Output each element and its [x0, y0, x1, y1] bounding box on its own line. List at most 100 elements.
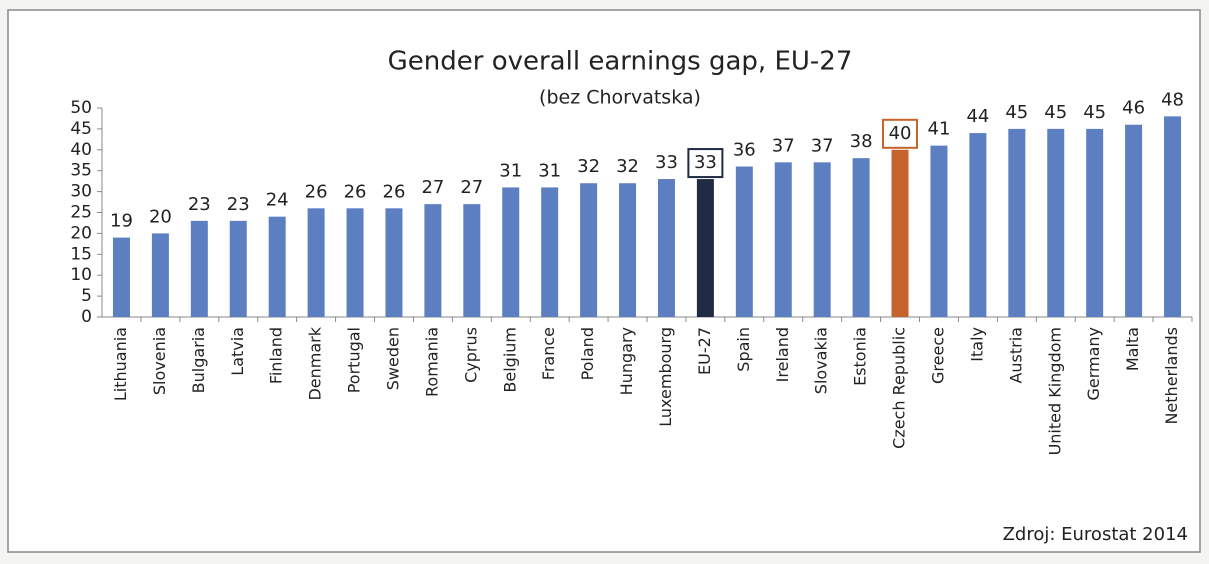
y-tick-label: 20 [70, 223, 92, 243]
bar [735, 166, 753, 317]
value-label: 24 [266, 190, 289, 211]
bar [696, 179, 714, 317]
value-label: 27 [460, 177, 483, 198]
y-tick-label: 0 [81, 307, 92, 327]
x-tick-label: Sweden [383, 327, 402, 390]
x-tick-label: Bulgaria [189, 327, 208, 393]
x-tick-label: Italy [967, 327, 986, 362]
value-label: 20 [149, 206, 172, 227]
value-label: 44 [966, 106, 989, 127]
y-tick-label: 30 [70, 182, 92, 202]
bar [463, 204, 481, 317]
x-tick-label: EU-27 [695, 327, 714, 375]
bar [774, 162, 792, 317]
x-tick-label: Cyprus [461, 327, 480, 383]
bar [1086, 128, 1104, 317]
value-label: 41 [928, 119, 951, 140]
x-tick-label: Czech Republic [890, 327, 909, 449]
source-note: Zdroj: Eurostat 2014 [1003, 524, 1188, 545]
bar [112, 237, 130, 317]
value-label: 46 [1122, 98, 1145, 119]
bar [307, 208, 325, 317]
value-label: 26 [383, 181, 406, 202]
x-tick-label: Estonia [851, 327, 870, 386]
x-tick-label: Germany [1084, 327, 1103, 401]
value-label: 26 [344, 181, 367, 202]
x-tick-label: Greece [928, 327, 947, 384]
value-label: 31 [538, 160, 561, 181]
value-label: 37 [811, 135, 834, 156]
bar [268, 216, 286, 317]
y-tick-label: 10 [70, 265, 92, 285]
x-tick-label: Belgium [500, 327, 519, 393]
value-label: 27 [421, 177, 444, 198]
chart-title: Gender overall earnings gap, EU-27 [388, 47, 853, 77]
y-tick-label: 5 [81, 286, 92, 306]
value-label: 38 [850, 131, 873, 152]
x-tick-label: Ireland [773, 327, 792, 382]
value-label: 48 [1161, 89, 1184, 110]
bar [1125, 124, 1143, 317]
value-label: 45 [1083, 102, 1106, 123]
bar [852, 158, 870, 317]
bar [1164, 116, 1182, 317]
value-label: 33 [655, 152, 678, 173]
x-tick-label: Spain [734, 327, 753, 372]
bar [151, 233, 169, 317]
bar [813, 162, 831, 317]
bar [891, 149, 909, 317]
value-label: 26 [305, 181, 328, 202]
x-tick-label: Denmark [306, 326, 325, 400]
bar [1008, 128, 1026, 317]
value-label: 33 [694, 152, 717, 173]
value-label-box [687, 148, 724, 179]
bar [229, 220, 247, 317]
y-tick-label: 45 [70, 119, 92, 139]
x-tick-label: Slovenia [150, 327, 169, 395]
x-tick-label: France [539, 327, 558, 380]
value-label: 36 [733, 140, 756, 161]
bar [930, 145, 948, 317]
bar [346, 208, 364, 317]
value-label: 32 [577, 156, 600, 177]
y-tick-label: 35 [70, 161, 92, 181]
bar [657, 179, 675, 317]
bar [619, 183, 637, 317]
bar [580, 183, 598, 317]
x-tick-label: Portugal [345, 327, 364, 393]
x-tick-label: Finland [267, 327, 286, 384]
y-tick-label: 50 [70, 98, 92, 118]
bar [502, 187, 520, 317]
x-tick-label: Latvia [228, 327, 247, 376]
value-label: 37 [772, 135, 795, 156]
value-label: 23 [227, 194, 250, 215]
x-tick-label: Malta [1123, 327, 1142, 371]
value-label-box [882, 118, 919, 149]
x-tick-label: Hungary [617, 327, 636, 395]
x-tick-label: Slovakia [812, 327, 831, 394]
x-tick-label: Austria [1006, 327, 1025, 384]
value-label: 31 [499, 160, 522, 181]
bar [541, 187, 559, 317]
x-tick-label: Luxembourg [656, 327, 675, 427]
y-tick-label: 15 [70, 244, 92, 264]
value-label: 32 [616, 156, 639, 177]
bar [1047, 128, 1065, 317]
value-label: 19 [110, 211, 133, 232]
chart-subtitle: (bez Chorvatska) [539, 87, 701, 109]
bar [424, 204, 442, 317]
y-tick-label: 40 [70, 140, 92, 160]
value-label: 45 [1044, 102, 1067, 123]
value-label: 23 [188, 194, 211, 215]
value-label: 45 [1005, 102, 1028, 123]
bar [969, 133, 987, 317]
bar [190, 220, 208, 317]
y-tick-label: 25 [70, 203, 92, 223]
x-tick-label: Netherlands [1162, 327, 1181, 425]
x-tick-label: Poland [578, 327, 597, 380]
x-tick-label: United Kingdom [1045, 327, 1064, 455]
x-tick-label: Romania [422, 327, 441, 397]
bar [385, 208, 403, 317]
